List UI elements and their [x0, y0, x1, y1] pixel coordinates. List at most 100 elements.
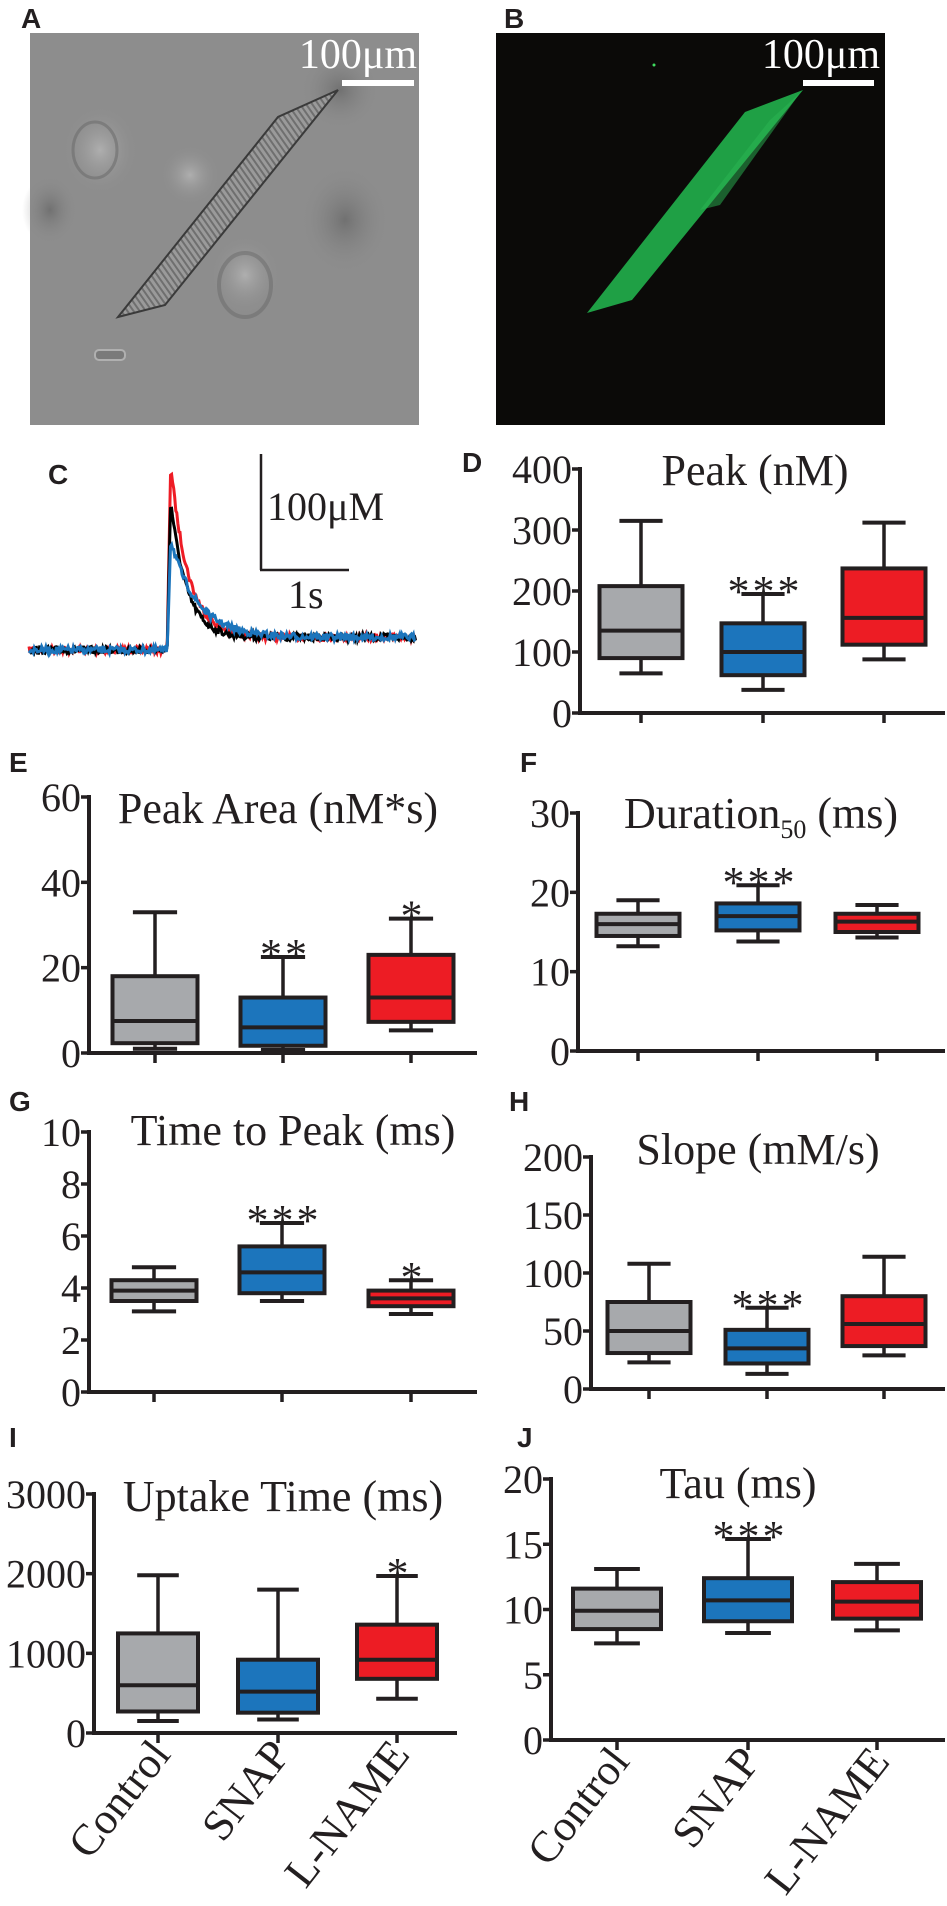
box-l-name [840, 520, 928, 723]
panel-label-a: A [21, 3, 41, 34]
iqr-box [840, 1294, 928, 1349]
iqr-box [110, 974, 200, 1046]
y-tick-label: 10 [530, 950, 570, 995]
y-tick-label: 10 [503, 1588, 543, 1633]
panel-h: H Slope (mM/s) 0 50 100 150 200 *** [509, 1086, 945, 1412]
chart-title-subscript: 50 [780, 815, 806, 844]
y-tick-label: 100 [512, 630, 572, 675]
scale-bar-a [342, 80, 414, 86]
y-tick-label: 2000 [6, 1552, 86, 1597]
iqr-box [719, 621, 807, 678]
panel-b: B 100μm [496, 3, 885, 425]
chart-title: Peak Area (nM*s) [118, 784, 438, 833]
significance-marker: ** [260, 930, 310, 979]
panel-label: H [509, 1086, 529, 1117]
chart-title-main: Peak (nM) [662, 446, 849, 495]
box-control [110, 910, 200, 1063]
y-tick-label: 0 [66, 1711, 86, 1756]
chart-title: Time to Peak (ms) [131, 1106, 456, 1155]
significance-marker: *** [723, 858, 798, 907]
chart-title-main: Tau (ms) [660, 1459, 817, 1508]
panel-label: E [9, 747, 28, 778]
chart-title-main: Duration [624, 789, 780, 838]
y-tick-label: 10 [41, 1110, 81, 1155]
box-l-name: * [366, 1253, 456, 1402]
chart-title-main: Time to Peak (ms) [131, 1106, 456, 1155]
chart-title: Tau (ms) [660, 1459, 817, 1508]
y-tick-label: 8 [61, 1162, 81, 1207]
box-l-name [840, 1254, 928, 1399]
iqr-box [605, 1300, 693, 1356]
box-snap: *** [719, 567, 807, 723]
scale-bar-label-b: 100μm [762, 32, 881, 78]
chart-title-main: Uptake Time (ms) [123, 1472, 443, 1521]
x-category-label: SNAP [662, 1738, 770, 1857]
x-category-label: L-NAME [275, 1731, 419, 1896]
iqr-box [597, 584, 685, 661]
box-snap: ** [238, 930, 328, 1063]
panel-c-calcium-traces: C 100μM 1s [27, 454, 417, 659]
scale-bar-y-label: 100μM [267, 484, 384, 529]
y-tick-label: 200 [523, 1135, 583, 1180]
chart-title: Peak (nM) [662, 446, 849, 495]
y-tick-label: 30 [530, 791, 570, 836]
chart-title-main: Peak Area (nM*s) [118, 784, 438, 833]
panel-label: D [462, 447, 482, 478]
y-tick-label: 0 [552, 691, 572, 736]
scale-bar-x-label: 1s [288, 572, 324, 617]
y-tick-label: 100 [523, 1251, 583, 1296]
panel-label: J [517, 1422, 533, 1453]
panel-d: D Peak (nM) 0 100 200 300 400 *** [462, 446, 945, 736]
significance-marker: *** [713, 1512, 788, 1561]
panel-label-c: C [48, 459, 68, 490]
box-control [571, 1567, 663, 1750]
y-tick-label: 0 [61, 1370, 81, 1415]
box-l-name [833, 903, 921, 1061]
box-control [109, 1265, 199, 1402]
panel-f: F Duration50 (ms) 0 10 20 30 *** [520, 747, 945, 1074]
y-tick-label: 0 [563, 1367, 583, 1412]
iqr-box [116, 1631, 200, 1714]
y-tick-label: 15 [503, 1522, 543, 1567]
box-snap: *** [723, 1281, 811, 1399]
significance-marker: *** [732, 1281, 807, 1330]
y-tick-label: 5 [523, 1653, 543, 1698]
chart-title-suffix: (ms) [806, 789, 898, 838]
y-tick-label: 3000 [6, 1472, 86, 1517]
y-tick-label: 0 [550, 1029, 570, 1074]
panel-a: A 100μm [21, 3, 419, 425]
y-tick-label: 1000 [6, 1631, 86, 1676]
box-snap: *** [702, 1512, 794, 1750]
box-l-name [831, 1561, 923, 1750]
x-category-label: L-NAME [755, 1738, 899, 1903]
scale-bar-b [803, 80, 874, 86]
box-l-name: * [366, 892, 456, 1063]
chart-title: Duration50 (ms) [624, 789, 898, 844]
y-tick-label: 4 [61, 1266, 81, 1311]
y-tick-label: 60 [41, 775, 81, 820]
iqr-box [355, 1622, 439, 1681]
significance-marker: *** [728, 567, 803, 616]
box-control [605, 1261, 693, 1399]
y-tick-label: 20 [530, 870, 570, 915]
scale-bar-label-a: 100μm [299, 32, 418, 78]
significance-marker: * [401, 1253, 426, 1302]
y-tick-label: 50 [543, 1309, 583, 1354]
brightfield-image [22, 33, 419, 425]
box-snap: *** [714, 858, 802, 1061]
iqr-box [366, 952, 456, 1024]
y-tick-label: 20 [41, 946, 81, 991]
box-snap: *** [237, 1196, 327, 1402]
box-control [597, 518, 685, 723]
box-control [116, 1573, 200, 1743]
iqr-box [238, 995, 328, 1048]
y-tick-label: 2 [61, 1318, 81, 1363]
box-l-name: * [355, 1549, 439, 1743]
trace-group [27, 471, 417, 659]
trace-control [28, 506, 417, 658]
chart-title: Uptake Time (ms) [123, 1472, 443, 1521]
